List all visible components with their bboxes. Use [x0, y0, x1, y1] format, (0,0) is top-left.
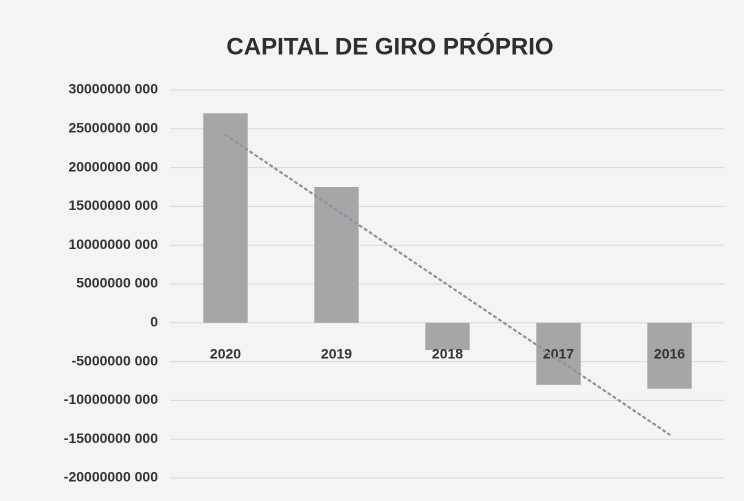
- y-tick-label: -15000000 000: [64, 430, 158, 446]
- x-tick-label: 2020: [210, 346, 241, 362]
- y-tick-label: 20000000 000: [68, 158, 158, 174]
- chart-title: CAPITAL DE GIRO PRÓPRIO: [226, 32, 553, 60]
- bar: [536, 322, 581, 385]
- bar: [425, 322, 470, 350]
- y-tick-label: -10000000 000: [64, 391, 158, 407]
- bar: [647, 322, 692, 389]
- y-tick-label: 0: [150, 314, 158, 330]
- bar: [203, 113, 248, 323]
- trendline: [224, 133, 671, 436]
- y-tick-label: 25000000 000: [68, 120, 158, 136]
- x-tick-label: 2017: [543, 346, 574, 362]
- y-tick-label: 15000000 000: [68, 197, 158, 213]
- bar: [314, 187, 359, 323]
- x-tick-label: 2019: [321, 346, 352, 362]
- y-tick-label: 5000000 000: [76, 275, 158, 291]
- y-tick-label: -5000000 000: [72, 352, 159, 368]
- x-tick-label: 2018: [432, 346, 463, 362]
- y-tick-label: -20000000 000: [64, 469, 158, 485]
- x-tick-label: 2016: [654, 346, 685, 362]
- y-tick-label: 10000000 000: [68, 236, 158, 252]
- y-tick-label: 30000000 000: [68, 81, 158, 97]
